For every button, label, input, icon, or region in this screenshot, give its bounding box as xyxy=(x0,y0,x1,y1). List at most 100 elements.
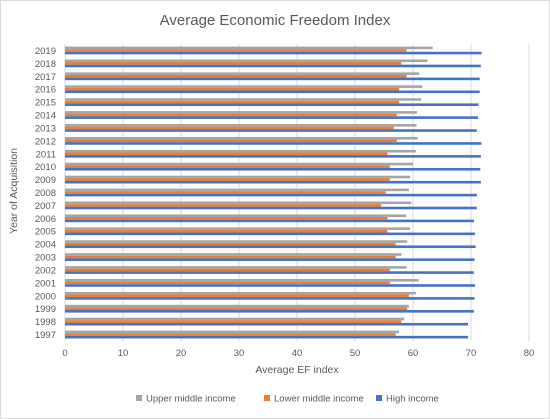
bar-upper-middle-income-2000 xyxy=(65,291,416,295)
bar-lower-middle-income-2002 xyxy=(65,268,390,272)
bar-lower-middle-income-2011 xyxy=(65,152,388,156)
bar-high-income-2005 xyxy=(65,232,476,236)
bar-high-income-1999 xyxy=(65,310,474,313)
x-tick-label: 50 xyxy=(350,348,361,359)
bar-high-income-2011 xyxy=(65,155,481,158)
bar-lower-middle-income-2000 xyxy=(65,294,409,298)
y-tick-label: 2006 xyxy=(35,214,56,225)
bar-lower-middle-income-2005 xyxy=(65,229,388,233)
bar-upper-middle-income-2013 xyxy=(65,124,417,127)
legend-label: Upper middle income xyxy=(146,394,236,405)
bar-high-income-2018 xyxy=(65,64,481,68)
x-tick-label: 70 xyxy=(466,348,477,359)
bar-high-income-2001 xyxy=(65,284,476,287)
bar-high-income-2007 xyxy=(65,206,477,210)
x-tick-label: 60 xyxy=(408,348,419,359)
bar-lower-middle-income-2001 xyxy=(65,281,390,285)
bar-lower-middle-income-2009 xyxy=(65,178,390,181)
bar-upper-middle-income-2016 xyxy=(65,85,423,88)
y-tick-label: 1997 xyxy=(35,330,56,341)
bar-lower-middle-income-2013 xyxy=(65,126,394,130)
bar-upper-middle-income-1997 xyxy=(65,330,400,334)
bar-lower-middle-income-2006 xyxy=(65,217,388,220)
bar-high-income-2004 xyxy=(65,245,476,249)
y-tick-label: 2011 xyxy=(36,149,56,160)
bar-lower-middle-income-1999 xyxy=(65,307,408,311)
x-tick-label: 0 xyxy=(62,348,67,359)
bar-upper-middle-income-2001 xyxy=(65,278,419,282)
bar-lower-middle-income-2015 xyxy=(65,100,400,104)
bar-upper-middle-income-2007 xyxy=(65,201,412,205)
bar-lower-middle-income-2003 xyxy=(65,255,396,259)
bar-lower-middle-income-1998 xyxy=(65,320,402,323)
bar-high-income-2019 xyxy=(65,51,482,55)
x-axis-title: Average EF index xyxy=(255,364,339,376)
bar-upper-middle-income-2008 xyxy=(65,188,409,192)
y-tick-label: 2014 xyxy=(35,111,56,122)
x-tick-label: 20 xyxy=(176,348,187,359)
bar-high-income-2008 xyxy=(65,193,477,197)
legend-label: High income xyxy=(386,394,439,405)
bar-lower-middle-income-2018 xyxy=(65,62,402,65)
bar-high-income-2003 xyxy=(65,258,475,261)
bar-upper-middle-income-2009 xyxy=(65,175,411,179)
bars xyxy=(65,46,482,339)
bar-lower-middle-income-2010 xyxy=(65,165,390,168)
bar-upper-middle-income-2014 xyxy=(65,111,418,114)
y-tick-label: 2012 xyxy=(35,136,56,147)
y-tick-label: 2013 xyxy=(35,123,56,134)
x-tick-label: 80 xyxy=(524,348,535,359)
bar-upper-middle-income-2018 xyxy=(65,59,428,63)
bar-lower-middle-income-2004 xyxy=(65,242,396,246)
y-tick-label: 2002 xyxy=(35,265,56,276)
legend-label: Lower middle income xyxy=(274,394,364,405)
legend-swatch xyxy=(136,395,142,401)
y-tick-label: 2008 xyxy=(35,188,56,199)
y-tick-label: 2019 xyxy=(35,46,56,57)
bar-upper-middle-income-2012 xyxy=(65,136,418,140)
bar-high-income-2012 xyxy=(65,142,482,145)
y-tick-label: 2000 xyxy=(35,291,56,302)
y-axis-title: Year of Acquisition xyxy=(8,148,20,234)
y-tick-label: 2004 xyxy=(35,240,56,251)
y-tick-label: 2007 xyxy=(35,201,56,212)
bar-upper-middle-income-1999 xyxy=(65,304,409,308)
bar-high-income-1997 xyxy=(65,335,469,339)
bar-upper-middle-income-2010 xyxy=(65,162,413,166)
bar-high-income-2017 xyxy=(65,77,480,81)
x-tick-label: 30 xyxy=(234,348,245,359)
bar-high-income-2015 xyxy=(65,103,479,107)
bar-high-income-2010 xyxy=(65,167,481,171)
bar-upper-middle-income-2011 xyxy=(65,149,416,153)
bar-upper-middle-income-2019 xyxy=(65,46,433,50)
bar-lower-middle-income-2016 xyxy=(65,87,400,91)
y-tick-label: 2009 xyxy=(35,175,56,186)
bar-upper-middle-income-2005 xyxy=(65,227,411,230)
y-tick-label: 2018 xyxy=(35,59,56,70)
bar-lower-middle-income-2014 xyxy=(65,113,397,117)
bar-high-income-2016 xyxy=(65,90,480,94)
bar-upper-middle-income-2015 xyxy=(65,98,422,101)
bar-upper-middle-income-2003 xyxy=(65,253,402,256)
x-tick-label: 40 xyxy=(292,348,303,359)
y-tick-label: 2003 xyxy=(35,253,56,264)
y-tick-label: 2016 xyxy=(35,85,56,96)
bar-upper-middle-income-2006 xyxy=(65,214,407,218)
y-tick-label: 1998 xyxy=(35,317,56,328)
x-tick-labels: 0 10 20 30 40 50 60 70 80 xyxy=(62,348,534,359)
bar-lower-middle-income-2019 xyxy=(65,49,407,52)
legend: Upper middle income Lower middle income Hi… xyxy=(136,394,439,405)
bar-upper-middle-income-2004 xyxy=(65,240,408,243)
bar-lower-middle-income-2007 xyxy=(65,204,382,207)
y-tick-label: 2005 xyxy=(35,227,56,238)
y-tick-label: 2017 xyxy=(35,72,56,83)
bar-high-income-2000 xyxy=(65,297,475,300)
bar-lower-middle-income-2017 xyxy=(65,74,407,78)
y-tick-label: 1999 xyxy=(35,304,56,315)
bar-upper-middle-income-2002 xyxy=(65,266,407,269)
legend-swatch xyxy=(376,395,382,401)
bar-upper-middle-income-1998 xyxy=(65,317,405,321)
